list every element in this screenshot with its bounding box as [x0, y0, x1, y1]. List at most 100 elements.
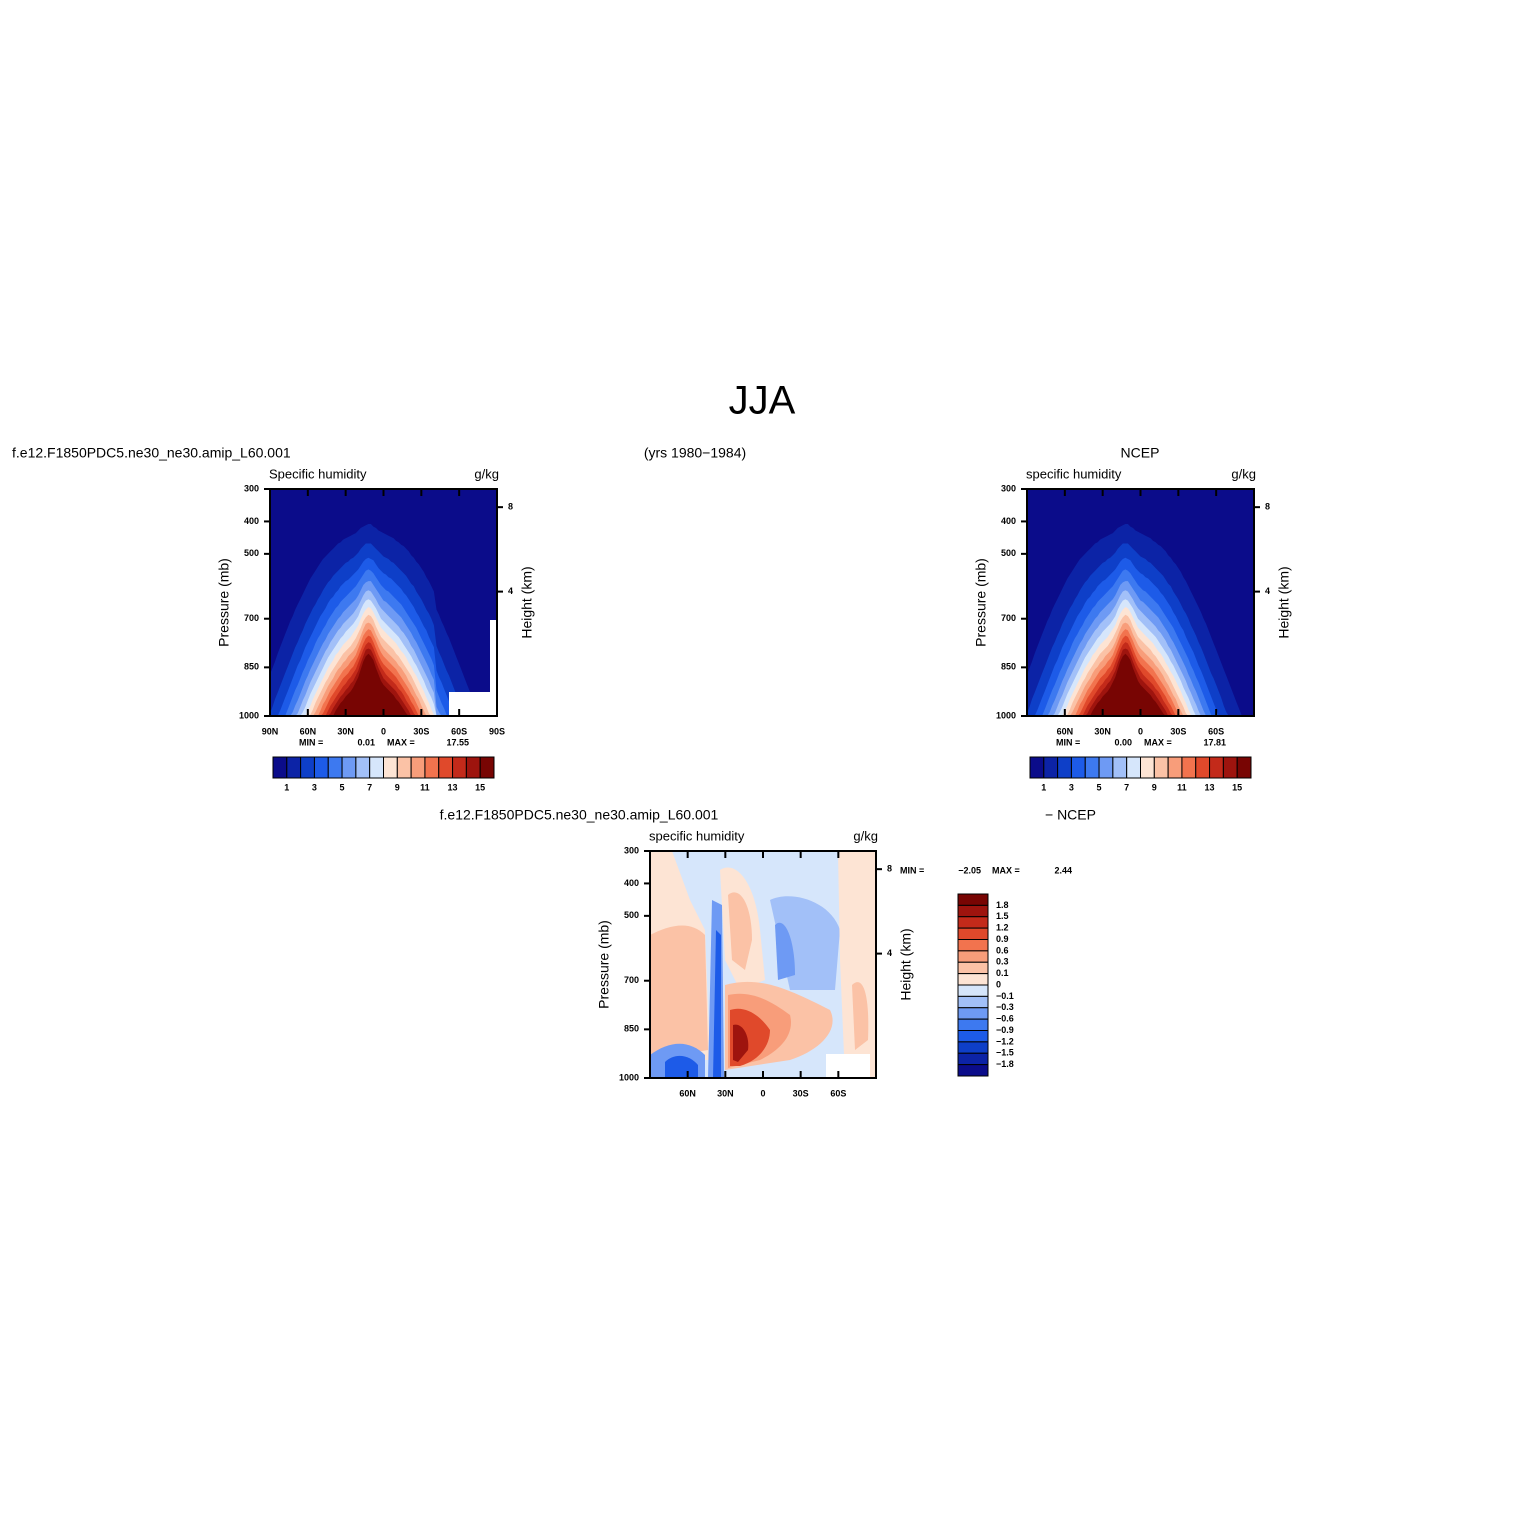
colorbar-label: 7	[1124, 782, 1129, 792]
min-value: −2.05	[958, 865, 981, 875]
colorbar-label: −1.2	[996, 1036, 1014, 1046]
min-label: MIN =	[1056, 737, 1080, 747]
colorbar-box	[1209, 756, 1224, 779]
colorbar-label: 0.6	[996, 945, 1009, 955]
colorbar-box	[957, 950, 989, 963]
y-tick-label: 700	[1001, 613, 1016, 623]
colorbar-label: −0.3	[996, 1002, 1014, 1012]
colorbar-box	[286, 756, 302, 779]
figure-title: JJA	[729, 379, 796, 423]
contour-fill	[665, 1055, 698, 1078]
colorbar-box	[957, 904, 989, 918]
missing-data	[490, 620, 497, 716]
colorbar-box	[272, 756, 288, 779]
x-tick-label: 60S	[830, 1088, 846, 1098]
colorbar-box	[1167, 756, 1183, 779]
contour-fill	[713, 930, 721, 1078]
colorbar-label: −0.1	[996, 991, 1014, 1001]
colorbar-label: 3	[312, 782, 317, 792]
colorbar-label: 5	[340, 782, 345, 792]
x-tick-label: 30S	[793, 1088, 809, 1098]
colorbar-box	[1236, 756, 1252, 779]
colorbar-label: 9	[1152, 782, 1157, 792]
x-tick-label: 30N	[717, 1088, 734, 1098]
y-tick-label: 850	[624, 1024, 639, 1034]
colorbar-label: 0.9	[996, 934, 1009, 944]
colorbar-box	[369, 756, 384, 779]
colorbar-label: 1.5	[996, 911, 1009, 921]
min-label: MIN =	[299, 737, 323, 747]
colorbar-label: 0.1	[996, 968, 1009, 978]
units: g/kg	[1231, 466, 1256, 481]
colorbar-box	[1126, 756, 1141, 779]
x-tick-label: 30N	[1094, 726, 1111, 736]
y-tick-label: 300	[1001, 483, 1016, 493]
colorbar-box	[1070, 756, 1086, 779]
colorbar-box	[957, 1064, 989, 1077]
colorbar-label: −1.8	[996, 1059, 1014, 1069]
x-tick-label: 0	[1138, 726, 1143, 736]
contour-fill	[270, 648, 497, 716]
difference-field	[650, 851, 876, 1078]
max-label: MAX =	[1144, 737, 1172, 747]
min-value: 0.00	[1114, 737, 1132, 747]
x-tick-label: 60S	[451, 726, 467, 736]
y2-tick-label: 8	[1265, 502, 1270, 512]
y2-axis-label: Height (km)	[519, 566, 535, 638]
contour-fill	[852, 982, 869, 1050]
colorbar-box	[313, 756, 329, 779]
panel: f.e12.F1850PDC5.ne30_ne30.amip_L60.001 − …	[440, 807, 1096, 1099]
contour-fill	[1027, 648, 1254, 716]
y-axis-label: Pressure (mb)	[973, 558, 989, 647]
max-label: MAX =	[387, 737, 415, 747]
x-tick-label: 60N	[679, 1088, 696, 1098]
y-axis-label: Pressure (mb)	[216, 558, 232, 647]
x-tick-label: 30N	[337, 726, 354, 736]
y-tick-label: 700	[244, 613, 259, 623]
humidity-field	[1027, 489, 1254, 716]
y2-axis-label: Height (km)	[1276, 566, 1292, 638]
colorbar-box	[341, 756, 357, 779]
colorbar-box	[957, 927, 989, 940]
colorbar-label: 1.2	[996, 923, 1009, 933]
panel: NCEP specific humidity g/kg Pressure (mb) He…	[973, 445, 1292, 793]
case-name-2: − NCEP	[1045, 807, 1096, 823]
colorbar-label: 3	[1069, 782, 1074, 792]
variable: Specific humidity	[269, 466, 367, 481]
x-tick-label: 60N	[1057, 726, 1074, 736]
y2-tick-label: 4	[508, 586, 513, 596]
x-tick-label: 0	[760, 1088, 765, 1098]
colorbar-label: −1.5	[996, 1048, 1014, 1058]
colorbar-label: −0.9	[996, 1025, 1014, 1035]
colorbar-box	[1153, 756, 1169, 779]
colorbar-label: 5	[1097, 782, 1102, 792]
contour-fill	[1027, 653, 1254, 716]
y2-axis-label: Height (km)	[898, 928, 914, 1000]
x-tick-label: 30S	[1170, 726, 1186, 736]
y-tick-label: 500	[244, 548, 259, 558]
max-value: 17.55	[446, 737, 469, 747]
max-label: MAX =	[992, 865, 1020, 875]
y-tick-label: 500	[1001, 548, 1016, 558]
colorbar-box	[957, 1030, 989, 1043]
colorbar-label: 11	[1177, 782, 1187, 792]
colorbar-box	[957, 995, 989, 1009]
colorbar-box	[1098, 756, 1114, 779]
colorbar-box	[1181, 756, 1197, 779]
colorbar-label: 1	[284, 782, 289, 792]
x-tick-label: 90S	[489, 726, 505, 736]
variable: specific humidity	[1026, 466, 1122, 481]
variable: specific humidity	[649, 828, 745, 843]
colorbar-box	[465, 756, 481, 779]
colorbar-label: 9	[395, 782, 400, 792]
colorbar-box	[957, 1007, 989, 1020]
colorbar-box	[957, 973, 989, 986]
case-name: f.e12.F1850PDC5.ne30_ne30.amip_L60.001	[440, 807, 719, 823]
colorbar-box	[410, 756, 426, 779]
missing-data	[826, 1054, 870, 1078]
x-tick-label: 60S	[1208, 726, 1224, 736]
colorbar-label: 13	[1205, 782, 1215, 792]
y-tick-label: 850	[244, 662, 259, 672]
